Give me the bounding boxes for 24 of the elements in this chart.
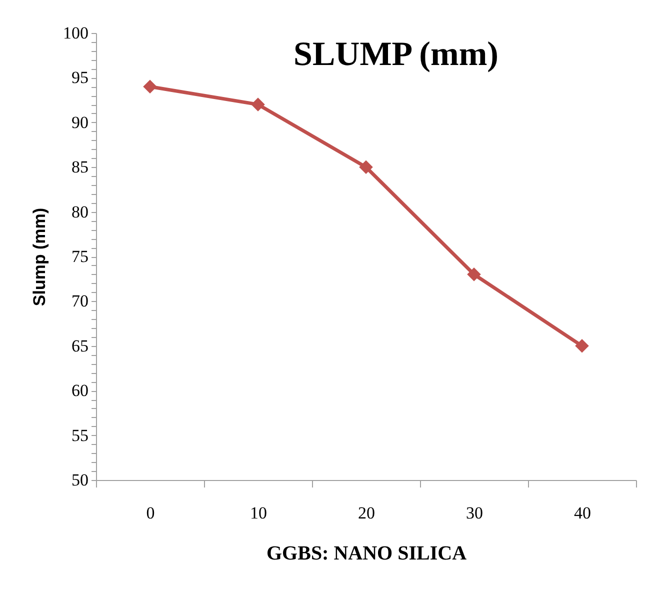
y-tick-label: 70 — [72, 292, 88, 311]
x-tick-label: 30 — [466, 504, 483, 522]
x-tick-label: 20 — [358, 504, 375, 522]
point — [467, 267, 481, 282]
x-tick-label: 10 — [250, 504, 267, 522]
chart-title: SLUMP (mm) — [294, 36, 498, 73]
y-tick-label: 65 — [72, 336, 88, 356]
y-tick-label: 95 — [72, 68, 88, 88]
point — [251, 98, 265, 112]
y-axis-title: Slump (mm) — [30, 208, 49, 306]
y-tick-label: 100 — [63, 24, 88, 42]
y-tick-label: 50 — [72, 470, 88, 490]
y-tick-label: 85 — [72, 158, 88, 177]
y-tick-label: 75 — [72, 247, 88, 266]
point — [143, 80, 157, 94]
x-tick-label: 40 — [574, 504, 591, 522]
point — [575, 339, 589, 353]
y-tick-label: 90 — [72, 112, 88, 132]
y-tick-label: 55 — [72, 426, 88, 445]
y-tick-label: 80 — [72, 202, 88, 222]
point — [359, 160, 373, 174]
x-tick-label: 0 — [146, 504, 155, 522]
x-axis-title: GGBS: NANO SILICA — [266, 542, 468, 564]
y-tick-label: 60 — [72, 381, 88, 400]
